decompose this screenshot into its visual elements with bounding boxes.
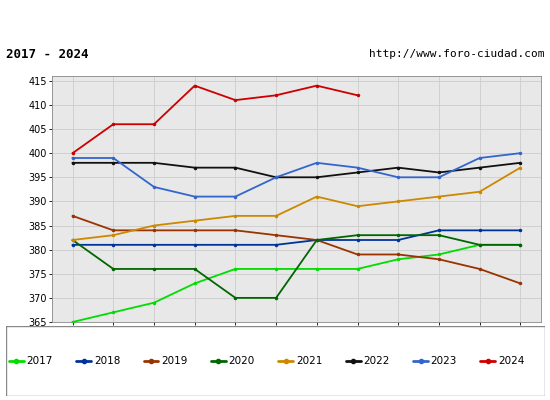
Text: 2021: 2021 (296, 356, 322, 366)
Text: http://www.foro-ciudad.com: http://www.foro-ciudad.com (369, 49, 544, 59)
Text: 2018: 2018 (94, 356, 120, 366)
FancyBboxPatch shape (6, 326, 544, 396)
Text: 2017: 2017 (26, 356, 53, 366)
Text: 2023: 2023 (431, 356, 457, 366)
Text: 2017 - 2024: 2017 - 2024 (6, 48, 88, 60)
Text: 2024: 2024 (498, 356, 524, 366)
Text: 2020: 2020 (228, 356, 255, 366)
Text: Evolucion num de emigrantes en Tremp: Evolucion num de emigrantes en Tremp (123, 10, 427, 26)
Text: 2022: 2022 (363, 356, 389, 366)
Text: 2019: 2019 (161, 356, 188, 366)
